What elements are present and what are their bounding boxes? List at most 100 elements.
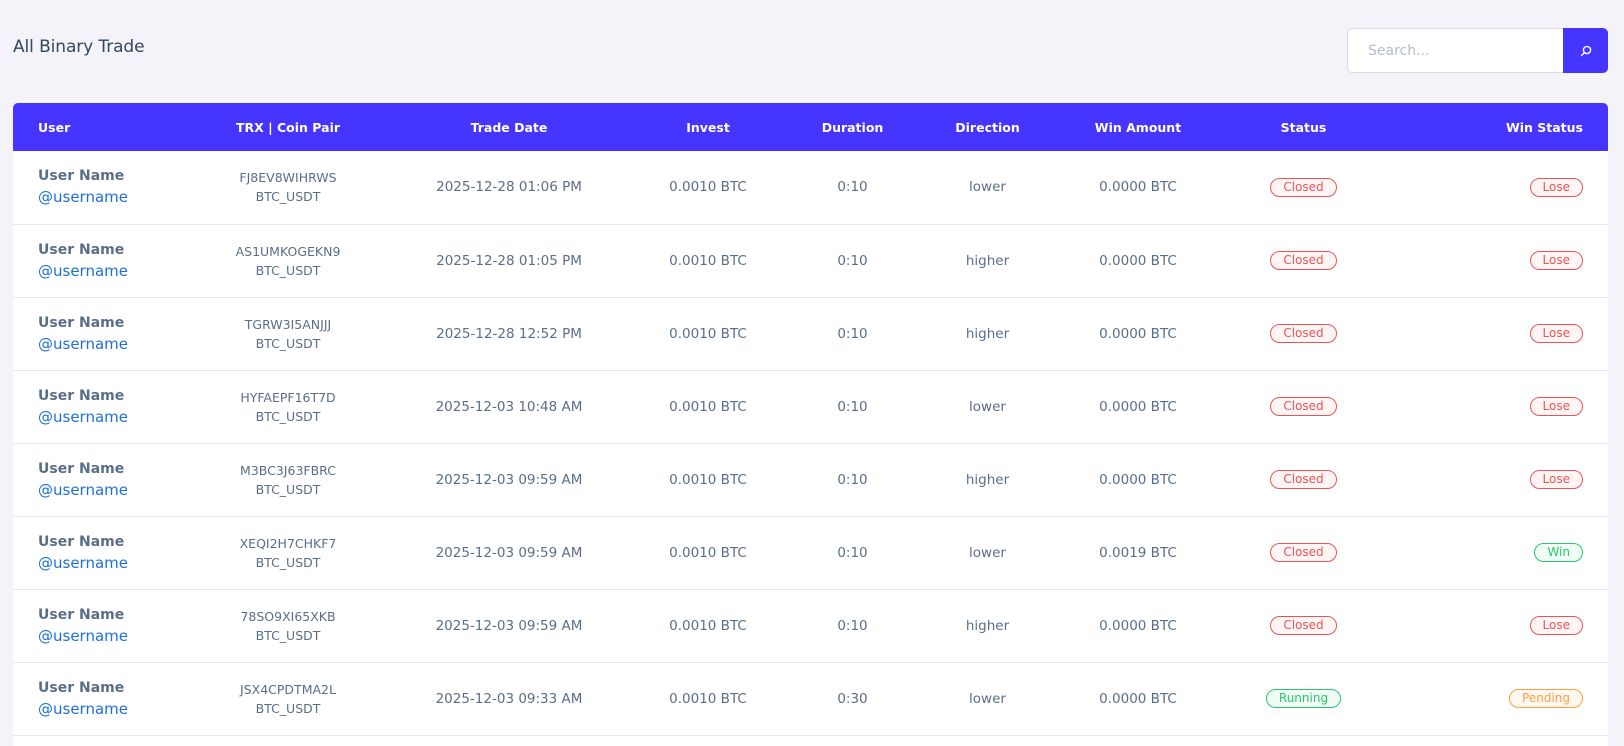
trx-id: AS1UMKOGEKN9 [235,243,341,259]
status-badge: Closed [1270,324,1337,343]
trx-id: JSX4CPDTMA2L [240,681,336,697]
invest-amount: 0.0010 BTC [669,252,747,269]
user-handle-link[interactable]: @username [38,699,128,718]
trx-cell: AS1UMKOGEKN9 BTC_USDT [199,224,377,297]
duration: 0:10 [837,325,868,342]
search-button[interactable] [1563,28,1608,73]
trade-date: 2025-12-03 10:48 AM [435,398,583,415]
status-badge: Closed [1270,543,1337,562]
status-cell: Closed [1231,589,1376,662]
win-status-badge: Lose [1529,177,1583,197]
search-bar [1347,28,1608,73]
invest-amount: 0.0010 BTC [669,398,747,415]
win-status-badge: Lose [1529,470,1583,489]
table-row: User Name @username XEQI2H7CHKF7 BTC_USDT 20… [13,516,1608,589]
win-status-cell: Lose [1376,224,1608,297]
col-header-duration: Duration [821,119,884,135]
status-cell: Running [1231,662,1376,735]
trade-date: 2025-12-28 12:52 PM [436,325,582,342]
status-badge: Closed [1270,616,1337,635]
win-status-cell: Win [1376,516,1608,589]
search-icon [1580,45,1592,56]
user-name: User Name [38,314,125,331]
win-status-badge: Pending [1509,689,1583,708]
user-name: User Name [38,606,125,623]
col-header-direction: Direction [955,119,1020,135]
win-amount: 0.0000 BTC [1099,179,1177,196]
status-cell: Closed [1231,151,1376,224]
trade-date: 2025-12-28 01:05 PM [436,252,582,269]
win-status-cell: Lose [1376,151,1608,224]
status-cell: Closed [1231,370,1376,443]
user-name: User Name [38,387,125,404]
status-cell: Closed [1231,297,1376,370]
user-name: User Name [38,460,125,477]
trades-table-card: User TRX | Coin Pair Trade Date Invest D… [13,103,1608,746]
trx-id: M3BC3J63FBRC [240,462,336,478]
coin-pair: BTC_USDT [255,700,321,716]
status-cell: Closed [1231,516,1376,589]
direction: higher [965,471,1010,488]
table-row: User Name @username TGRW3I5ANJJJ BTC_USDT 20… [13,297,1608,370]
table-row: User Name @username JSX4CPDTMA2L BTC_USDT 20… [13,662,1608,735]
direction: lower [969,690,1006,707]
invest-amount: 0.0010 BTC [669,179,747,196]
direction: higher [965,252,1010,269]
col-header-win-status: Win Status [1505,119,1583,135]
trx-cell: TGRW3I5ANJJJ BTC_USDT [199,297,377,370]
trx-id: TGRW3I5ANJJJ [244,316,332,332]
status-badge: Closed [1270,251,1337,270]
win-amount: 0.0019 BTC [1099,544,1177,561]
trx-id: FJ8EV8WIHRWS [239,170,337,186]
invest-amount: 0.0010 BTC [669,325,747,342]
user-name: User Name [38,533,125,550]
invest-amount: 0.0010 BTC [669,544,747,561]
duration: 0:10 [837,398,868,415]
page-title: All Binary Trade [13,37,145,57]
status-badge: Closed [1270,470,1337,489]
direction: higher [965,325,1010,342]
trades-table: User TRX | Coin Pair Trade Date Invest D… [13,103,1608,736]
trx-cell: 78SO9XI65XKB BTC_USDT [199,589,377,662]
user-cell: User Name @username [13,443,199,516]
win-status-badge: Lose [1529,251,1583,270]
direction: lower [969,179,1006,196]
status-cell: Closed [1231,443,1376,516]
win-status-cell: Lose [1376,589,1608,662]
col-header-trx: TRX | Coin Pair [235,119,341,135]
table-body: User Name @username FJ8EV8WIHRWS BTC_USDT 20… [13,151,1608,735]
user-cell: User Name @username [13,516,199,589]
coin-pair: BTC_USDT [255,189,321,205]
invest-amount: 0.0010 BTC [669,471,747,488]
col-header-user: User [38,119,71,135]
user-handle-link[interactable]: @username [38,553,128,572]
user-handle-link[interactable]: @username [38,261,128,280]
user-handle-link[interactable]: @username [38,626,128,645]
search-input[interactable] [1347,28,1564,73]
trx-id: HYFAEPF16T7D [240,389,336,405]
user-handle-link[interactable]: @username [38,334,128,353]
trade-date: 2025-12-03 09:59 AM [435,471,583,488]
user-cell: User Name @username [13,151,199,224]
trx-cell: JSX4CPDTMA2L BTC_USDT [199,662,377,735]
duration: 0:10 [837,252,868,269]
direction: lower [969,398,1006,415]
user-handle-link[interactable]: @username [38,188,128,207]
trx-id: XEQI2H7CHKF7 [239,535,337,551]
duration: 0:30 [837,690,868,707]
trx-id: 78SO9XI65XKB [240,608,336,624]
trx-cell: XEQI2H7CHKF7 BTC_USDT [199,516,377,589]
win-status-badge: Lose [1529,616,1583,635]
win-status-badge: Lose [1529,397,1583,416]
table-header-row: User TRX | Coin Pair Trade Date Invest D… [13,103,1608,151]
col-header-status: Status [1280,119,1327,135]
trade-date: 2025-12-03 09:33 AM [435,690,583,707]
status-cell: Closed [1231,224,1376,297]
user-handle-link[interactable]: @username [38,407,128,426]
trade-date: 2025-12-03 09:59 AM [435,617,583,634]
duration: 0:10 [837,544,868,561]
trade-date: 2025-12-03 09:59 AM [435,544,583,561]
status-badge: Closed [1270,397,1337,416]
user-handle-link[interactable]: @username [38,480,128,499]
table-row: User Name @username HYFAEPF16T7D BTC_USDT 20… [13,370,1608,443]
